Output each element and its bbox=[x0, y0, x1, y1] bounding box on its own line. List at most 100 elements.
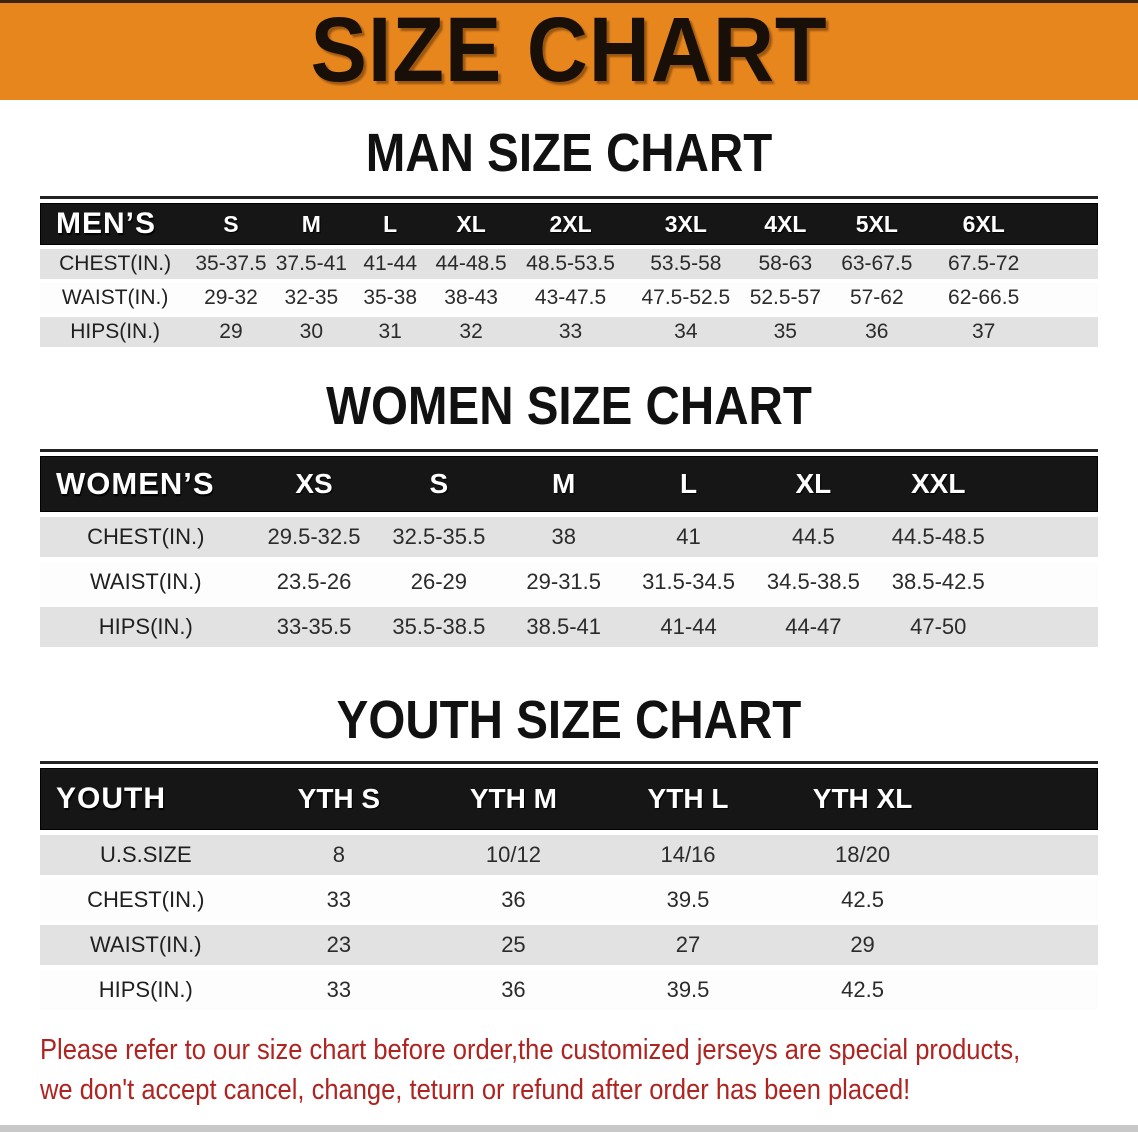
men-section: MAN SIZE CHART MEN’S S M L XL 2XL 3XL 4X… bbox=[0, 124, 1138, 347]
table-cell: 33 bbox=[326, 977, 352, 1002]
row-label: CHEST(IN.) bbox=[59, 252, 172, 275]
table-cell: 32-35 bbox=[284, 286, 339, 309]
table-cell: 36 bbox=[865, 320, 889, 343]
women-size-header-3: M bbox=[552, 468, 576, 499]
men-size-header-1: S bbox=[223, 210, 239, 237]
table-cell: 41-44 bbox=[660, 614, 717, 639]
men-hips-row: HIPS(IN.) 29 30 31 32 33 34 35 36 37 bbox=[40, 317, 1098, 347]
row-label: HIPS(IN.) bbox=[98, 977, 193, 1002]
table-cell: 35-38 bbox=[363, 286, 418, 309]
table-cell: 23 bbox=[326, 932, 352, 957]
youth-waist-row: WAIST(IN.) 23 25 27 29 bbox=[40, 925, 1098, 965]
table-cell: 53.5-58 bbox=[650, 252, 722, 275]
table-cell: 52.5-57 bbox=[749, 286, 821, 309]
table-cell: 58-63 bbox=[758, 252, 813, 275]
women-size-header-1: XS bbox=[295, 468, 333, 499]
table-cell: 36 bbox=[501, 977, 526, 1002]
men-size-header-6: 3XL bbox=[664, 210, 707, 237]
disclaimer: Please refer to our size chart before or… bbox=[40, 1030, 1138, 1110]
men-table-top-rule bbox=[40, 196, 1098, 199]
table-cell: 29-31.5 bbox=[526, 569, 602, 594]
women-size-header-2: S bbox=[429, 468, 449, 499]
table-cell: 48.5-53.5 bbox=[526, 252, 615, 275]
women-size-table: WOMEN’S XS S M L XL XXL CHEST(IN.) 29.5-… bbox=[40, 449, 1098, 647]
women-table-corner-label: WOMEN’S bbox=[56, 466, 215, 501]
row-label: U.S.SIZE bbox=[99, 842, 192, 867]
table-cell: 67.5-72 bbox=[948, 252, 1020, 275]
table-cell: 38-43 bbox=[444, 286, 498, 309]
table-cell: 31.5-34.5 bbox=[642, 569, 736, 594]
table-cell: 39.5 bbox=[666, 887, 710, 912]
men-size-header-7: 4XL bbox=[764, 210, 807, 237]
row-label: WAIST(IN.) bbox=[89, 569, 202, 594]
table-cell: 35-37.5 bbox=[195, 252, 267, 275]
row-label: WAIST(IN.) bbox=[61, 286, 169, 309]
table-cell: 35.5-38.5 bbox=[392, 614, 486, 639]
disclaimer-line-1: Please refer to our size chart before or… bbox=[40, 1034, 1021, 1066]
banner-title: SIZE CHART bbox=[310, 0, 828, 101]
table-cell: 27 bbox=[675, 932, 701, 957]
table-cell: 29.5-32.5 bbox=[267, 524, 361, 549]
table-cell: 44.5-48.5 bbox=[891, 524, 985, 549]
table-cell: 41 bbox=[676, 524, 701, 549]
table-cell: 36 bbox=[501, 887, 526, 912]
table-cell: 37 bbox=[971, 320, 996, 343]
row-label: HIPS(IN.) bbox=[70, 320, 161, 343]
row-label: CHEST(IN.) bbox=[87, 887, 205, 912]
youth-size-header-2: YTH M bbox=[469, 783, 557, 814]
table-cell: 44-47 bbox=[785, 614, 842, 639]
youth-size-header-1: YTH S bbox=[297, 783, 381, 814]
table-cell: 63-67.5 bbox=[841, 252, 913, 275]
table-cell: 18/20 bbox=[835, 842, 891, 867]
women-waist-row: WAIST(IN.) 23.5-26 26-29 29-31.5 31.5-34… bbox=[40, 562, 1098, 602]
table-cell: 25 bbox=[501, 932, 526, 957]
women-size-header-4: L bbox=[679, 468, 698, 499]
table-cell: 26-29 bbox=[410, 569, 467, 594]
youth-chest-row: CHEST(IN.) 33 36 39.5 42.5 bbox=[40, 880, 1098, 920]
men-table-header-row: MEN’S S M L XL 2XL 3XL 4XL 5XL 6XL bbox=[40, 203, 1098, 245]
table-cell: 43-47.5 bbox=[534, 286, 607, 309]
table-cell: 42.5 bbox=[841, 977, 884, 1002]
women-section: WOMEN SIZE CHART WOMEN’S XS S M L XL XXL… bbox=[0, 377, 1138, 647]
women-chest-row: CHEST(IN.) 29.5-32.5 32.5-35.5 38 41 44.… bbox=[40, 517, 1098, 557]
table-cell: 8 bbox=[332, 842, 345, 867]
table-cell: 32.5-35.5 bbox=[392, 524, 486, 549]
youth-section: YOUTH SIZE CHART YOUTH YTH S YTH M YTH L… bbox=[0, 691, 1138, 1010]
table-cell: 57-62 bbox=[849, 286, 904, 309]
youth-ussize-row: U.S.SIZE 8 10/12 14/16 18/20 bbox=[40, 835, 1098, 875]
women-size-header-5: XL bbox=[795, 468, 832, 499]
men-size-header-9: 6XL bbox=[962, 210, 1005, 237]
bottom-edge-bar bbox=[0, 1125, 1138, 1132]
men-size-header-4: XL bbox=[456, 210, 486, 237]
table-cell: 14/16 bbox=[660, 842, 716, 867]
men-heading-text: MAN SIZE CHART bbox=[365, 123, 773, 183]
youth-hips-row: HIPS(IN.) 33 36 39.5 42.5 bbox=[40, 970, 1098, 1010]
table-cell: 33 bbox=[558, 320, 583, 343]
table-cell: 47-50 bbox=[910, 614, 967, 639]
men-size-header-8: 5XL bbox=[855, 210, 898, 237]
youth-size-table: YOUTH YTH S YTH M YTH L YTH XL U.S.SIZE … bbox=[40, 761, 1098, 1010]
table-cell: 33-35.5 bbox=[276, 614, 352, 639]
table-cell: 47.5-52.5 bbox=[641, 286, 731, 309]
row-label: CHEST(IN.) bbox=[87, 524, 205, 549]
table-cell: 41-44 bbox=[363, 252, 418, 275]
women-hips-row: HIPS(IN.) 33-35.5 35.5-38.5 38.5-41 41-4… bbox=[40, 607, 1098, 647]
men-size-header-2: M bbox=[301, 210, 321, 237]
table-cell: 34.5-38.5 bbox=[766, 569, 860, 594]
row-label: HIPS(IN.) bbox=[98, 614, 193, 639]
men-size-header-3: L bbox=[383, 210, 398, 237]
table-cell: 44-48.5 bbox=[435, 252, 507, 275]
men-table-corner-label: MEN’S bbox=[56, 207, 157, 240]
youth-table-header-row: YOUTH YTH S YTH M YTH L YTH XL bbox=[40, 768, 1098, 830]
women-table-top-rule bbox=[40, 449, 1098, 452]
men-size-table: MEN’S S M L XL 2XL 3XL 4XL 5XL 6XL CHEST… bbox=[40, 196, 1098, 347]
table-cell: 62-66.5 bbox=[948, 286, 1020, 309]
table-cell: 35 bbox=[773, 320, 797, 343]
women-table-header-row: WOMEN’S XS S M L XL XXL bbox=[40, 456, 1098, 512]
table-cell: 34 bbox=[674, 320, 698, 343]
table-cell: 29-32 bbox=[204, 286, 258, 309]
youth-section-heading: YOUTH SIZE CHART bbox=[0, 691, 1138, 749]
table-cell: 38.5-42.5 bbox=[891, 569, 985, 594]
men-section-heading: MAN SIZE CHART bbox=[0, 124, 1138, 182]
table-cell: 38.5-41 bbox=[526, 614, 602, 639]
